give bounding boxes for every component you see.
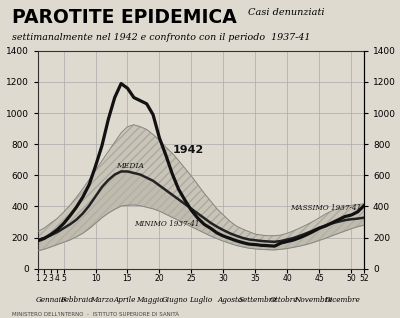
Text: Gennaio: Gennaio <box>36 296 66 304</box>
Text: Aprile: Aprile <box>113 296 136 304</box>
Text: Dicembre: Dicembre <box>324 296 360 304</box>
Text: PAROTITE EPIDEMICA: PAROTITE EPIDEMICA <box>12 8 237 27</box>
Text: MINIMO 1937-41: MINIMO 1937-41 <box>134 220 199 228</box>
Text: Giugno: Giugno <box>162 296 189 304</box>
Text: Marzo: Marzo <box>90 296 114 304</box>
Text: Febbraio: Febbraio <box>60 296 93 304</box>
Text: Maggio: Maggio <box>136 296 164 304</box>
Text: MINISTERO DELL'INTERNO  -  ISTITUTO SUPERIORE DI SANITÀ: MINISTERO DELL'INTERNO - ISTITUTO SUPERI… <box>12 312 179 317</box>
Text: Novembre: Novembre <box>294 296 332 304</box>
Text: Casi denunziati: Casi denunziati <box>248 8 324 17</box>
Text: MASSIMO 1937-41: MASSIMO 1937-41 <box>290 204 362 212</box>
Text: MEDIA: MEDIA <box>116 162 144 170</box>
Text: Settembre: Settembre <box>239 296 278 304</box>
Text: Agosto: Agosto <box>217 296 242 304</box>
Text: 1942: 1942 <box>172 145 204 155</box>
Text: Luglio: Luglio <box>189 296 213 304</box>
Text: settimanalmente nel 1942 e confronto con il periodo  1937-41: settimanalmente nel 1942 e confronto con… <box>12 33 310 42</box>
Text: Ottobre: Ottobre <box>270 296 298 304</box>
